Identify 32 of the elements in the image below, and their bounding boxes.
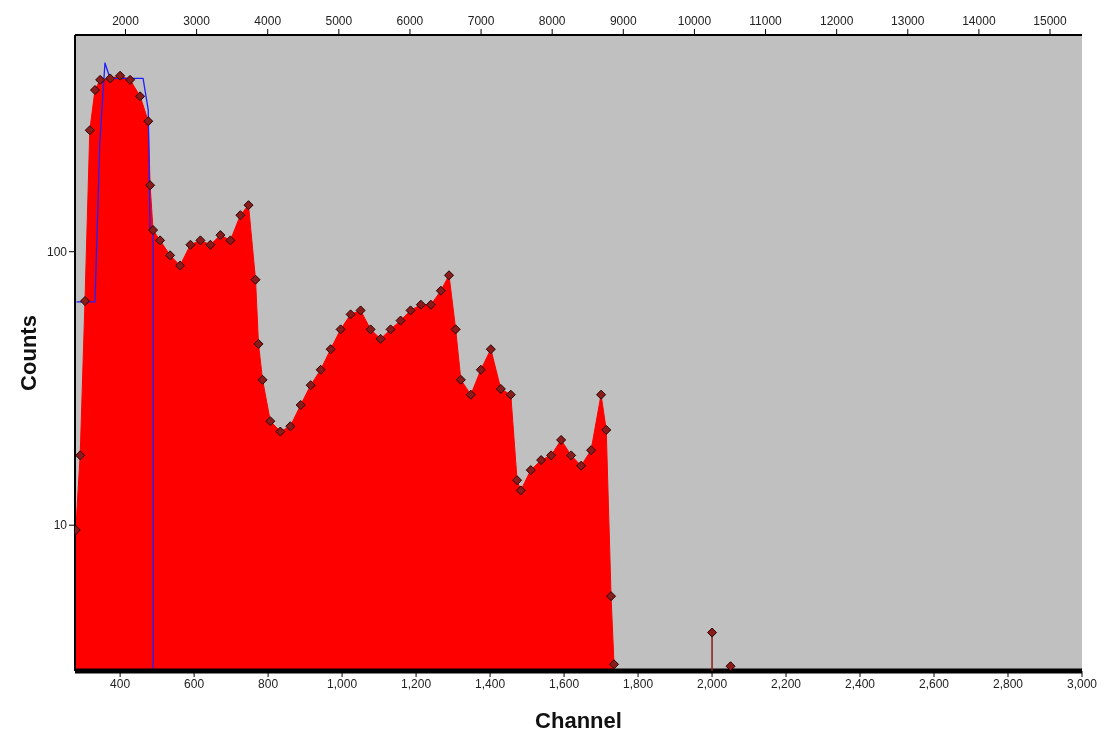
x2-tick-label: 5000 bbox=[325, 14, 353, 28]
x2-tick-label: 4000 bbox=[254, 14, 282, 28]
x2-tick-label: 10000 bbox=[677, 14, 712, 28]
x-tick-label: 1,000 bbox=[327, 676, 358, 691]
x-tick-label: 2,600 bbox=[919, 676, 950, 691]
x2-tick-label: 6000 bbox=[396, 14, 424, 28]
x2-tick-label: 2000 bbox=[112, 14, 140, 28]
x-tick-label: 3,000 bbox=[1066, 676, 1098, 691]
x2-tick-label: 12000 bbox=[819, 14, 854, 28]
y-tick-label: 10 bbox=[53, 518, 68, 533]
x-tick-label: 800 bbox=[258, 676, 279, 691]
x2-tick-label: 9000 bbox=[609, 14, 637, 28]
x-tick-label: 1,800 bbox=[623, 676, 654, 691]
x-tick-label: 2,800 bbox=[992, 676, 1024, 691]
x2-tick-label: 14000 bbox=[962, 14, 996, 28]
x-tick-label: 1,600 bbox=[549, 676, 580, 691]
x2-tick-label: 7000 bbox=[467, 14, 495, 28]
x2-tick-label: 11000 bbox=[749, 14, 783, 28]
x-axis-title: Channel bbox=[535, 708, 622, 733]
x-tick-label: 1,200 bbox=[401, 676, 432, 691]
x-tick-label: 1,400 bbox=[475, 676, 506, 691]
x2-tick-label: 3000 bbox=[183, 14, 211, 28]
x-tick-label: 2,400 bbox=[845, 676, 876, 691]
x2-tick-label: 8000 bbox=[538, 14, 566, 28]
x2-tick-label: 13000 bbox=[891, 14, 925, 28]
x-tick-label: 400 bbox=[110, 676, 131, 691]
y-axis-title: Counts bbox=[15, 315, 41, 391]
x-tick-label: 2,200 bbox=[771, 676, 802, 691]
x-tick-label: 2,000 bbox=[697, 676, 728, 691]
y-tick-label: 100 bbox=[46, 244, 68, 259]
x2-tick-label: 15000 bbox=[1033, 14, 1068, 28]
x-tick-label: 600 bbox=[184, 676, 205, 691]
